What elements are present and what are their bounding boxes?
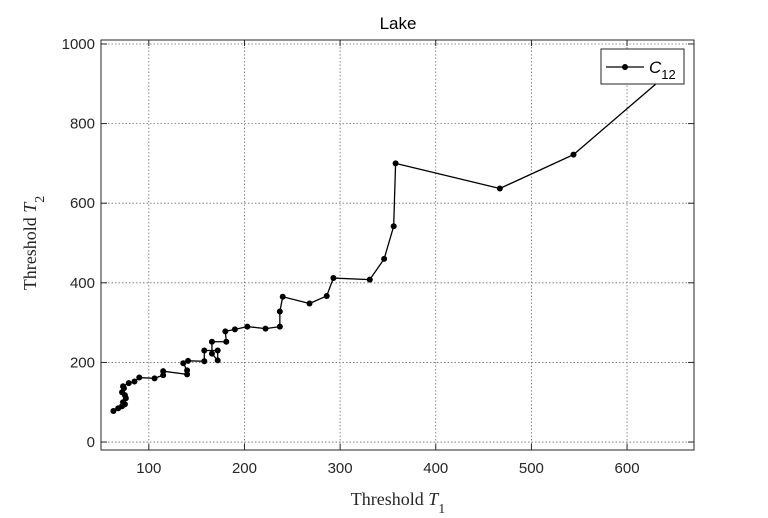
data-point [381,255,388,262]
y-tick-label: 600 [70,195,95,212]
data-point [366,276,373,283]
data-point [392,160,399,167]
data-point [208,350,215,357]
plot-area [110,72,669,414]
data-point [330,275,337,282]
data-point [390,223,397,230]
data-point [160,368,167,375]
chart-title: Lake [380,14,417,33]
data-point [214,347,221,354]
x-axis-label: Threshold T1 [351,489,446,517]
data-point [223,338,230,345]
y-tick-label: 0 [87,434,95,451]
legend-entry: C12 [649,58,676,82]
data-point [262,325,269,332]
x-tick-label: 400 [423,460,448,477]
data-point [208,338,215,345]
grid-lines [101,40,694,450]
data-point [125,380,132,387]
data-point [201,358,208,365]
data-point [214,357,221,364]
data-point [119,383,126,390]
y-axis-label: Threshold T2 [20,196,48,291]
data-point [570,151,577,158]
y-tick-label: 1000 [62,36,95,53]
x-tick-label: 600 [615,460,640,477]
data-point [279,293,286,300]
x-tick-label: 100 [136,460,161,477]
data-point [276,308,283,315]
data-point [323,292,330,299]
data-point [222,328,229,335]
data-point [184,367,191,374]
legend-marker-sample [622,64,628,70]
y-tick-label: 200 [70,354,95,371]
x-tick-label: 300 [328,460,353,477]
data-point [496,185,503,192]
data-point [131,378,138,385]
axes: 100 200 300 400 500 600 0 200 400 600 800 1000 [62,36,695,477]
legend: C12 [600,48,685,85]
data-point [201,347,208,354]
y-tick-label: 400 [70,275,95,292]
data-point [180,360,187,367]
data-point [185,357,192,364]
data-point [244,323,251,330]
x-tick-label: 500 [519,460,544,477]
data-point [231,326,238,333]
axes-box [100,39,695,451]
data-point [110,407,117,414]
data-point [151,375,158,382]
y-tick-label: 800 [70,116,95,133]
x-tick-label: 200 [232,460,257,477]
data-point [276,323,283,330]
data-point [136,374,143,381]
data-point [306,300,313,307]
